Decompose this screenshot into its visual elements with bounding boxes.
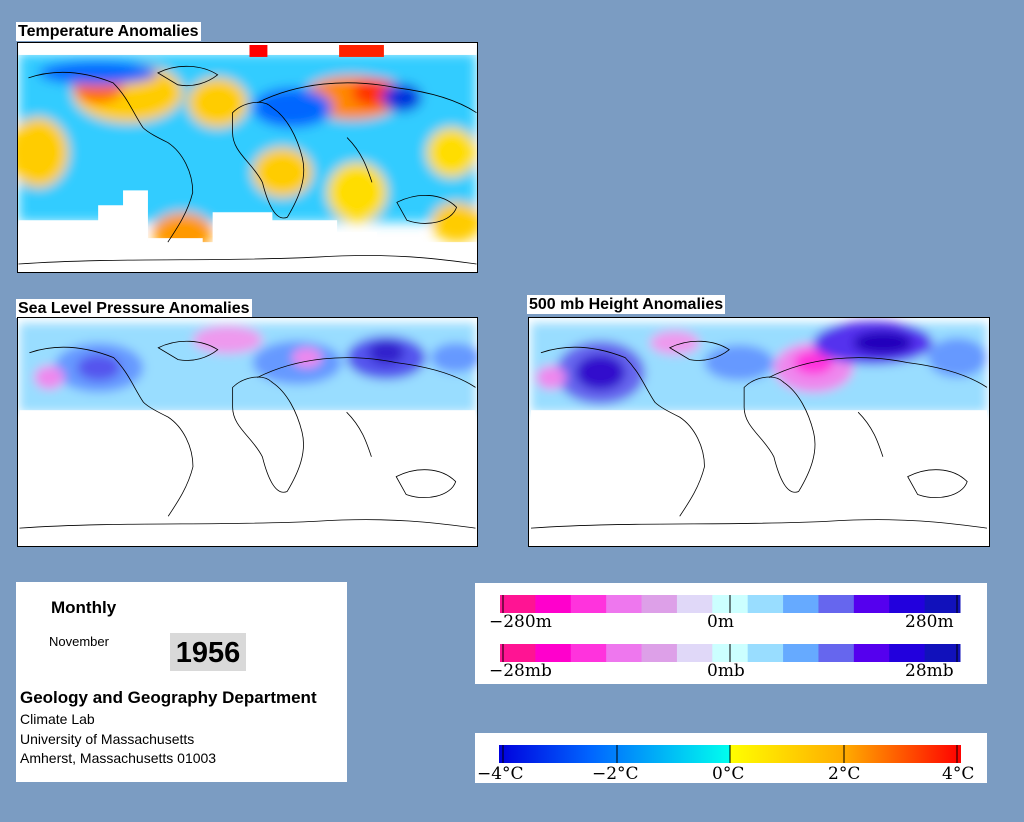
pressure-colorbar-segment [641, 644, 678, 662]
temperature-label-4: 4°C [942, 764, 974, 783]
height-colorbar-segment [783, 595, 819, 613]
height500-anomaly-field [530, 318, 988, 546]
height500-anomaly-map [528, 317, 990, 547]
pressure-min-label: −28mb [489, 661, 552, 681]
temperature-map-title: Temperature Anomalies [16, 22, 201, 41]
height-colorbar-segment [747, 595, 784, 613]
temperature-label-3: 2°C [828, 764, 860, 783]
pressure-mid-label: 0mb [707, 661, 745, 681]
temperature-label-1: −2°C [592, 764, 639, 783]
slp-map-title: Sea Level Pressure Anomalies [16, 299, 252, 318]
pressure-colorbar-segment [535, 644, 572, 662]
university-name: University of Massachusetts [20, 731, 195, 747]
height-mid-label: 0m [707, 612, 734, 632]
height-colorbar-segment [818, 595, 855, 613]
pressure-colorbar-segment [606, 644, 643, 662]
coastline-outlines [530, 340, 988, 529]
period-label: Monthly [51, 598, 117, 617]
height500-map-title: 500 mb Height Anomalies [527, 295, 726, 314]
lab-name: Climate Lab [20, 711, 95, 727]
month-label: November [49, 634, 109, 649]
pressure-colorbar-segment [853, 644, 890, 662]
pressure-colorbar-segment [924, 644, 961, 662]
height-colorbar-segment [535, 595, 572, 613]
coastline-outlines [18, 65, 477, 265]
temperature-colorbar-ticks [502, 745, 958, 763]
department-name: Geology and Geography Department [20, 688, 317, 707]
pressure-colorbar-segment [500, 644, 536, 662]
height-pressure-legend: −280m 0m 280m −28mb 0mb 28mb [475, 583, 987, 684]
slp-anomaly-field [19, 318, 477, 546]
pressure-colorbar-segment [818, 644, 855, 662]
pressure-colorbar-segment [889, 644, 926, 662]
height-colorbar-segment [889, 595, 926, 613]
temperature-label-0: −4°C [477, 764, 524, 783]
temperature-anomaly-field [18, 43, 477, 272]
height-colorbar-segment [500, 595, 536, 613]
year-label: 1956 [170, 633, 246, 671]
temperature-label-2: 0°C [712, 764, 744, 783]
slp-anomaly-map [17, 317, 478, 547]
temperature-anomaly-map [17, 42, 478, 273]
height-colorbar-segment [606, 595, 643, 613]
info-panel: Monthly November 1956 Geology and Geogra… [16, 582, 347, 782]
pressure-colorbar-segment [676, 644, 713, 662]
height-colorbar-segment [924, 595, 961, 613]
coastline-outlines [19, 340, 476, 529]
height-max-label: 280m [905, 612, 954, 632]
height-colorbar [500, 595, 961, 613]
pressure-colorbar [500, 644, 961, 662]
height-colorbar-segment [641, 595, 678, 613]
pressure-max-label: 28mb [905, 661, 954, 681]
pressure-colorbar-segment [783, 644, 819, 662]
address-line: Amherst, Massachusetts 01003 [20, 750, 217, 766]
height-colorbar-segment [676, 595, 713, 613]
pressure-colorbar-segment [570, 644, 607, 662]
temperature-legend: −4°C −2°C 0°C 2°C 4°C [475, 733, 987, 783]
pressure-colorbar-segment [747, 644, 784, 662]
height-min-label: −280m [489, 612, 552, 632]
height-colorbar-segment [570, 595, 607, 613]
height-colorbar-segment [853, 595, 890, 613]
